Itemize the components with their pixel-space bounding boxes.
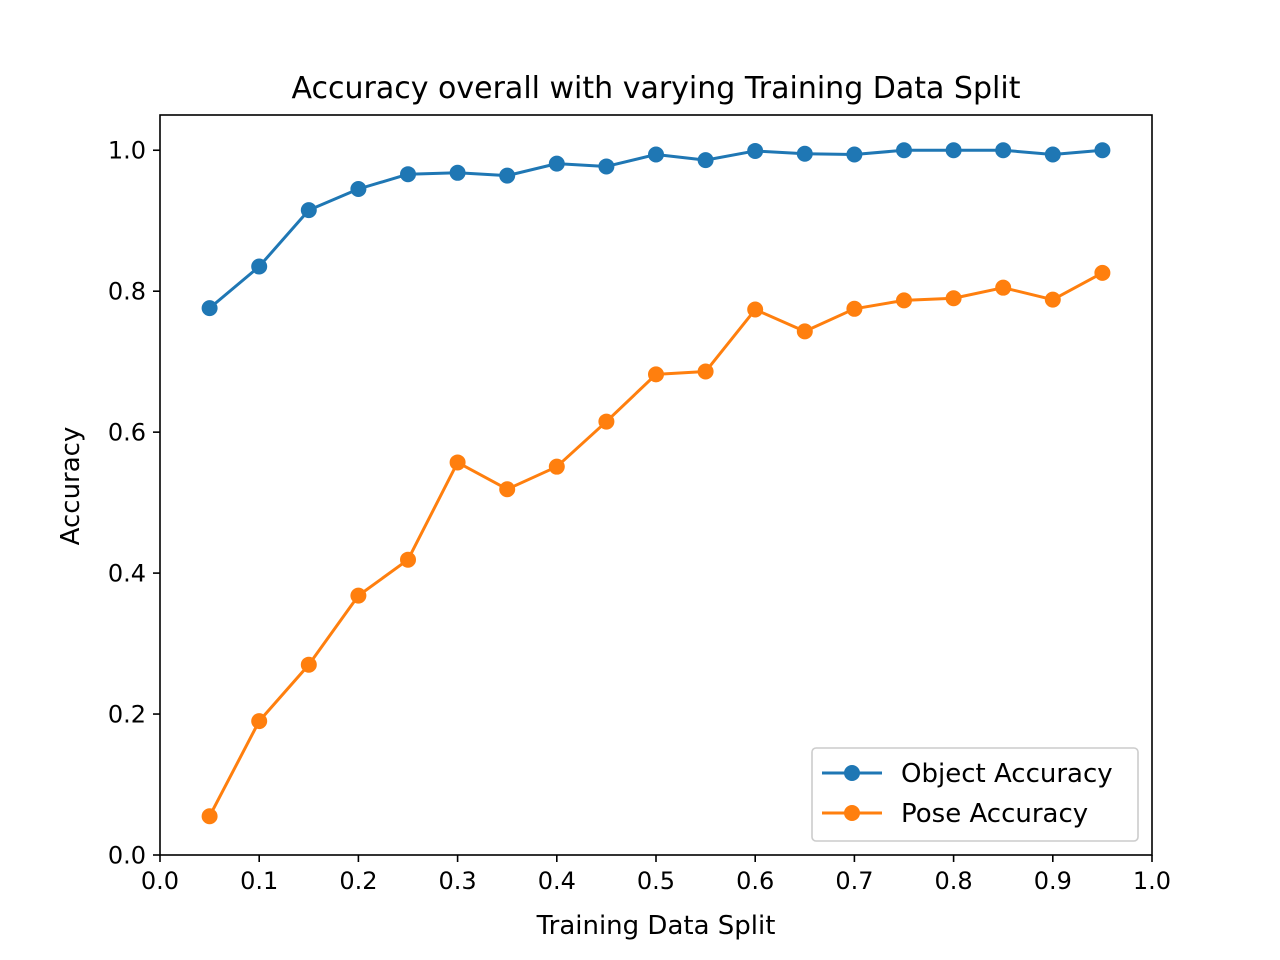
data-point-object-accuracy <box>796 145 813 162</box>
data-point-pose-accuracy <box>300 656 317 673</box>
data-point-pose-accuracy <box>896 292 912 309</box>
x-tick-label: 1.0 <box>1133 867 1171 895</box>
data-point-pose-accuracy <box>995 279 1012 296</box>
data-point-pose-accuracy <box>350 587 367 604</box>
legend-marker-pose-accuracy <box>844 805 860 821</box>
x-tick-label: 0.8 <box>935 867 973 895</box>
y-tick-label: 0.8 <box>108 278 146 306</box>
data-point-object-accuracy <box>995 142 1012 159</box>
data-point-pose-accuracy <box>697 363 714 380</box>
data-point-pose-accuracy <box>648 366 664 383</box>
x-axis-label: Training Data Split <box>536 911 776 941</box>
x-tick-label: 0.9 <box>1034 867 1072 895</box>
y-tick-label: 0.6 <box>108 419 146 447</box>
legend-label-object-accuracy: Object Accuracy <box>901 759 1113 789</box>
data-point-object-accuracy <box>846 146 863 163</box>
y-axis: 0.0 0.2 0.4 0.6 0.8 1.0 <box>108 137 160 870</box>
y-tick-label: 0.2 <box>108 701 146 729</box>
data-point-pose-accuracy <box>449 454 466 471</box>
x-tick-label: 0.6 <box>736 867 774 895</box>
x-tick-label: 0.0 <box>141 867 179 895</box>
data-point-object-accuracy <box>896 142 912 159</box>
plot-area: 0.0 0.1 0.2 0.3 0.4 0.5 0.6 0.7 0.8 0.9 1.00.00.20… <box>108 114 1171 895</box>
data-point-object-accuracy <box>1094 142 1111 159</box>
data-point-pose-accuracy <box>1094 264 1111 281</box>
y-tick-label: 1.0 <box>108 137 146 165</box>
data-point-object-accuracy <box>747 142 764 159</box>
data-point-pose-accuracy <box>747 301 764 318</box>
chart-title: Accuracy overall with varying Training D… <box>292 71 1021 106</box>
y-tick-label: 0.4 <box>108 560 146 588</box>
legend-box <box>811 747 1139 842</box>
data-point-object-accuracy <box>350 181 367 197</box>
data-point-object-accuracy <box>251 258 268 275</box>
series-object-accuracy <box>201 142 1111 317</box>
x-tick-label: 0.4 <box>538 867 576 895</box>
x-tick-label: 0.2 <box>339 867 377 895</box>
data-point-object-accuracy <box>201 300 218 317</box>
data-point-object-accuracy <box>300 202 317 219</box>
series-pose-accuracy <box>201 264 1111 825</box>
data-point-object-accuracy <box>648 146 664 163</box>
data-point-pose-accuracy <box>548 458 565 475</box>
legend: Object Accuracy Pose Accuracy <box>811 747 1139 842</box>
legend-marker-object-accuracy <box>844 765 860 781</box>
data-point-pose-accuracy <box>945 290 962 307</box>
data-point-pose-accuracy <box>499 481 516 498</box>
data-point-object-accuracy <box>945 142 962 159</box>
data-point-pose-accuracy <box>251 713 268 730</box>
data-point-pose-accuracy <box>846 300 863 317</box>
legend-label-pose-accuracy: Pose Accuracy <box>901 799 1088 829</box>
x-tick-label: 0.7 <box>835 867 873 895</box>
x-axis: 0.0 0.1 0.2 0.3 0.4 0.5 0.6 0.7 0.8 0.9 1.0 <box>141 855 1171 895</box>
y-tick-label: 0.0 <box>108 842 146 870</box>
x-tick-label: 0.5 <box>637 867 675 895</box>
data-point-pose-accuracy <box>400 551 416 568</box>
data-point-object-accuracy <box>598 158 615 175</box>
x-tick-label: 0.3 <box>439 867 477 895</box>
data-point-object-accuracy <box>499 167 516 184</box>
data-point-object-accuracy <box>400 166 416 183</box>
data-point-object-accuracy <box>449 164 466 181</box>
data-point-pose-accuracy <box>796 323 813 340</box>
data-point-object-accuracy <box>548 155 565 172</box>
data-point-pose-accuracy <box>1044 291 1061 308</box>
data-point-pose-accuracy <box>598 413 615 430</box>
data-point-pose-accuracy <box>201 808 218 825</box>
data-point-object-accuracy <box>1044 146 1061 163</box>
x-tick-label: 0.1 <box>240 867 278 895</box>
data-point-object-accuracy <box>697 152 714 169</box>
legend-item-object-accuracy: Object Accuracy <box>822 759 1113 789</box>
legend-item-pose-accuracy: Pose Accuracy <box>822 799 1088 829</box>
y-axis-label: Accuracy <box>56 427 86 546</box>
